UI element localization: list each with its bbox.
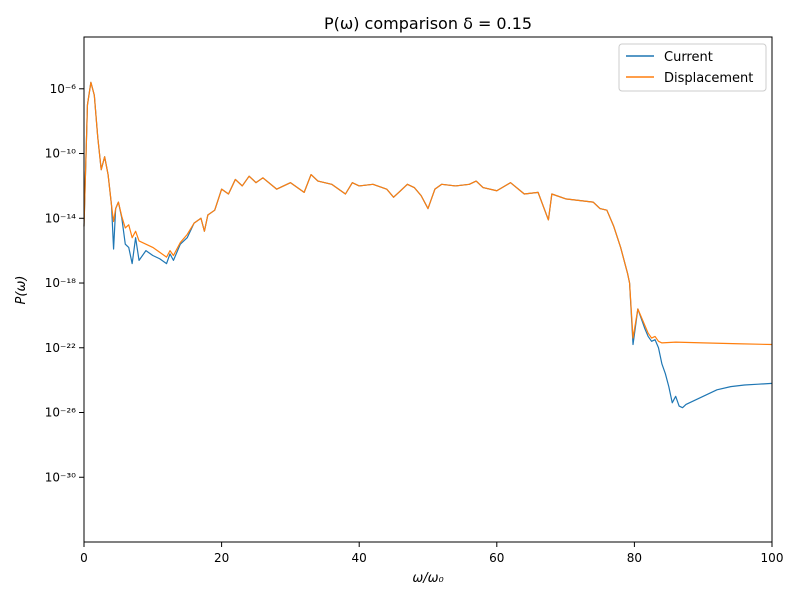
y-tick-label: 10⁻¹⁸ bbox=[45, 276, 76, 290]
x-tick-label: 20 bbox=[214, 551, 229, 565]
y-tick-label: 10⁻²⁶ bbox=[45, 406, 76, 420]
y-tick-label: 10⁻⁶ bbox=[50, 82, 77, 96]
series-line-displacement bbox=[83, 81, 773, 346]
series-layer bbox=[83, 81, 773, 409]
y-tick-label: 10⁻¹⁰ bbox=[45, 147, 76, 161]
y-axis-label: P(ω) bbox=[14, 276, 29, 305]
legend-label-current: Current bbox=[664, 50, 713, 65]
x-tick-label: 0 bbox=[80, 551, 88, 565]
x-tick-label: 100 bbox=[761, 551, 784, 565]
legend-box bbox=[618, 43, 767, 92]
series-line-current bbox=[83, 81, 773, 409]
x-tick-label: 60 bbox=[489, 551, 504, 565]
plot-frame bbox=[83, 36, 773, 543]
y-tick-label: 10⁻²² bbox=[45, 341, 76, 355]
x-axis-label: ω/ω₀ bbox=[412, 571, 444, 586]
y-axis: 10⁻⁶ 10⁻¹⁰ 10⁻¹⁴ 10⁻¹⁸ 10⁻²² 10⁻²⁶ 10⁻³⁰ bbox=[45, 82, 84, 484]
x-tick-label: 40 bbox=[352, 551, 367, 565]
y-tick-label: 10⁻¹⁴ bbox=[45, 211, 76, 225]
chart-title: P(ω) comparison δ = 0.15 bbox=[324, 14, 532, 33]
legend: Current Displacement bbox=[618, 43, 767, 92]
x-tick-label: 80 bbox=[627, 551, 642, 565]
x-axis: 0 20 40 60 80 100 bbox=[80, 542, 783, 565]
y-tick-label: 10⁻³⁰ bbox=[45, 470, 76, 484]
legend-label-displacement: Displacement bbox=[664, 71, 753, 86]
